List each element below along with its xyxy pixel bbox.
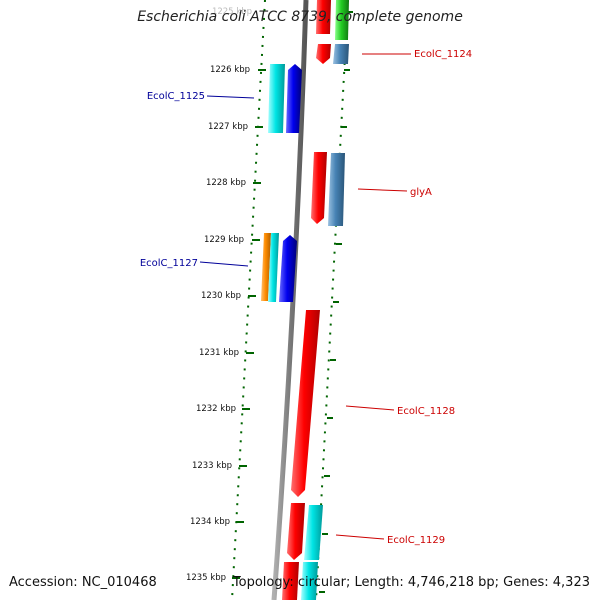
gene-arrow-1125-blue[interactable] xyxy=(286,64,302,133)
gene-labels: EcolC_1124 EcolC_1125 glyA EcolC_1127 Ec… xyxy=(140,49,472,546)
leader-1127 xyxy=(199,261,249,267)
gene-arrow-1124b-red[interactable] xyxy=(316,44,331,64)
gene-arrow-1128-red[interactable] xyxy=(291,310,320,497)
gene-label-ecolc-1127[interactable]: EcolC_1127 xyxy=(140,258,198,269)
gene-label-ecolc-1129[interactable]: EcolC_1129 xyxy=(387,535,445,546)
gene-arrow-1127-cyan[interactable] xyxy=(268,233,279,302)
gene-label-glya[interactable]: glyA xyxy=(410,187,432,198)
gene-arrow-1124-steel[interactable] xyxy=(333,44,349,64)
gene-arrow-1125-cyan[interactable] xyxy=(268,64,285,133)
kbp-tick-labels: 1225 kbp 1226 kbp 1227 kbp 1228 kbp 1229… xyxy=(186,7,252,583)
gene-arrow-bottom-red[interactable] xyxy=(282,562,299,600)
map-title: Escherichia coli ATCC 8739, complete gen… xyxy=(137,9,463,25)
gene-arrow-1124-red[interactable] xyxy=(316,0,331,34)
tick-label-1230: 1230 kbp xyxy=(201,291,241,301)
gene-arrow-1127-blue[interactable] xyxy=(279,235,297,302)
gene-label-ecolc-1125[interactable]: EcolC_1125 xyxy=(147,91,205,102)
gene-arrow-glya-red[interactable] xyxy=(311,152,327,224)
tick-label-1234: 1234 kbp xyxy=(190,517,230,527)
tick-label-1231: 1231 kbp xyxy=(199,348,239,358)
tick-label-1227: 1227 kbp xyxy=(208,122,248,132)
tick-label-1235: 1235 kbp xyxy=(186,573,226,583)
tick-label-1228: 1228 kbp xyxy=(206,178,246,188)
gene-arrow-glya-steel[interactable] xyxy=(328,153,345,226)
gene-arrow-1124-green[interactable] xyxy=(335,0,349,40)
gene-leader-lines xyxy=(199,53,411,540)
leader-1128 xyxy=(345,405,395,411)
tick-label-1229: 1229 kbp xyxy=(204,235,244,245)
right-dotted-ring xyxy=(315,0,349,601)
gene-label-ecolc-1128[interactable]: EcolC_1128 xyxy=(397,406,455,417)
tick-label-1232: 1232 kbp xyxy=(196,404,236,414)
gene-arrow-bottom-cyan[interactable] xyxy=(301,562,318,600)
gene-label-ecolc-1124[interactable]: EcolC_1124 xyxy=(414,49,472,60)
gene-features xyxy=(261,0,349,600)
gene-arrow-1127-orange[interactable] xyxy=(261,233,271,301)
gene-arrow-1129-red[interactable] xyxy=(287,503,305,560)
accession-text: Accession: NC_010468 xyxy=(9,575,157,590)
right-ring-ticks xyxy=(319,11,353,593)
leader-1129 xyxy=(335,534,385,540)
leader-1125 xyxy=(206,95,255,99)
left-dotted-ring xyxy=(231,0,266,601)
tick-label-1225: 1225 kbp xyxy=(212,7,252,17)
kbp-tick-marks xyxy=(232,69,266,579)
tick-label-1226: 1226 kbp xyxy=(210,65,250,75)
tick-label-1233: 1233 kbp xyxy=(192,461,232,471)
topology-text: Topology: circular; Length: 4,746,218 bp… xyxy=(232,575,590,590)
gene-arrow-1129-cyan[interactable] xyxy=(304,505,323,560)
leader-glya xyxy=(357,188,408,192)
